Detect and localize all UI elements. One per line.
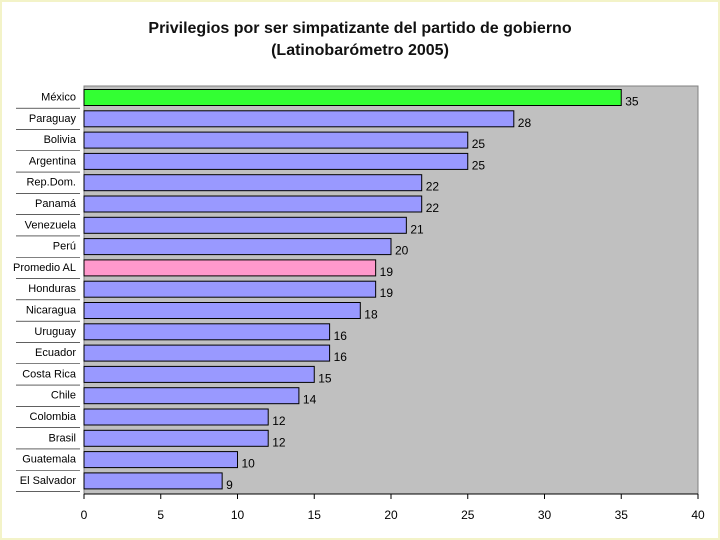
chart-subtitle: (Latinobarómetro 2005) [271,42,449,59]
x-tick-label: 30 [538,508,552,522]
chart-title: Privilegios por ser simpatizante del par… [148,20,572,37]
bar [83,195,423,213]
bar [83,365,315,383]
x-tick-label: 35 [615,508,629,522]
bar [83,174,423,192]
bar [83,451,238,469]
value-label: 10 [242,457,256,471]
value-label: 19 [380,286,394,300]
value-label: 22 [426,180,440,194]
value-label: 9 [226,478,233,492]
value-label: 19 [380,265,394,279]
value-label: 14 [303,393,317,407]
x-tick-label: 5 [157,508,164,522]
value-label: 12 [272,435,286,449]
category-label: Brasil [48,432,76,444]
x-tick-label: 10 [231,508,245,522]
category-label: Paraguay [29,113,77,125]
value-label: 15 [318,371,332,385]
x-tick-label: 25 [461,508,475,522]
x-tick-label: 0 [81,508,88,522]
category-label: México [41,92,76,104]
x-axis: 0 5 10 15 20 25 30 35 40 [81,493,705,522]
category-label: Nicaragua [26,305,77,317]
bar [83,408,269,426]
category-label: Guatemala [22,454,77,466]
category-label: Perú [53,241,76,253]
category-label: Chile [51,390,76,402]
value-label: 16 [334,350,348,364]
category-label: Uruguay [34,326,76,338]
value-label: 20 [395,244,409,258]
value-label: 12 [272,414,286,428]
value-label: 18 [364,308,378,322]
value-label: 25 [472,158,486,172]
category-label: Costa Rica [22,368,77,380]
category-label: Argentina [29,155,77,167]
bar [83,110,515,128]
category-labels: México Paraguay Bolivia Argentina Rep.Dom. Pa… [13,92,80,492]
value-label: 22 [426,201,440,215]
category-label: Bolivia [44,134,77,146]
bar [83,387,300,405]
x-tick-label: 15 [308,508,322,522]
bar [83,89,622,106]
bar [83,429,269,447]
category-label: Colombia [30,411,77,423]
bar [83,216,407,234]
value-label: 16 [334,329,348,343]
category-label: Ecuador [35,347,76,359]
bar [83,302,361,319]
value-label: 25 [472,137,486,151]
bar [83,280,377,298]
bar [83,259,377,277]
value-label: 28 [518,116,532,130]
bar [83,472,223,490]
bar [83,238,392,256]
category-label: Venezuela [25,219,77,231]
category-label: Rep.Dom. [26,177,76,189]
category-label: Honduras [28,283,76,295]
bar [83,152,469,170]
bar [83,131,469,149]
bar [83,344,331,362]
category-label: Promedio AL [13,262,76,274]
value-label: 21 [410,222,424,236]
x-tick-label: 20 [384,508,398,522]
category-label: El Salvador [20,475,77,487]
chart-title-block: Privilegios por ser simpatizante del par… [80,18,640,62]
bar [83,323,331,341]
x-tick-label: 40 [691,508,705,522]
bars-group [83,89,622,490]
value-label: 35 [625,95,639,109]
category-label: Panamá [35,198,77,210]
